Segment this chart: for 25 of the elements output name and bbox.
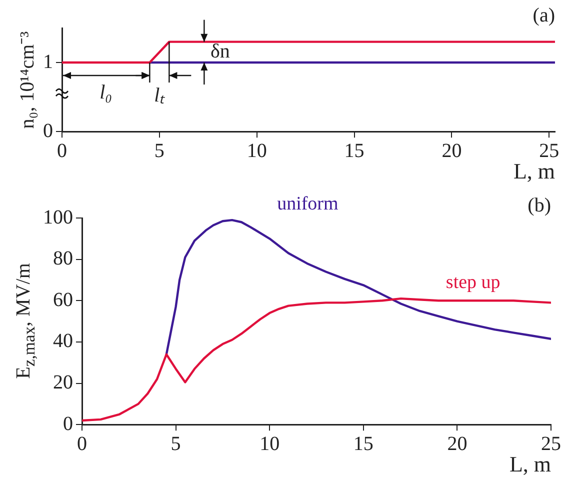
annotation: lₜ bbox=[154, 84, 165, 108]
annotation: l₀ bbox=[100, 81, 112, 104]
y-tick-label: 60 bbox=[53, 288, 73, 311]
x-tick-label: 0 bbox=[77, 432, 87, 455]
x-tick-label: 5 bbox=[154, 140, 164, 162]
y-axis-title: n₀, 10¹⁴cm⁻³ bbox=[16, 31, 40, 128]
annotation: δn bbox=[210, 40, 230, 64]
text: (b) bbox=[528, 194, 551, 216]
x-tick-label: 15 bbox=[353, 432, 374, 455]
y-tick-label: 80 bbox=[53, 248, 73, 270]
x-tick-label: 20 bbox=[442, 140, 462, 162]
y-tick-label: 1 bbox=[43, 50, 53, 73]
y-tick-label: 40 bbox=[53, 330, 73, 352]
x-tick-label: 10 bbox=[260, 432, 280, 455]
y-tick-label: 100 bbox=[43, 206, 73, 228]
x-tick-label: 5 bbox=[170, 432, 181, 455]
y-tick-label: 0 bbox=[43, 120, 53, 142]
x-tick-label: 15 bbox=[344, 140, 364, 162]
series-label: uniform bbox=[277, 194, 339, 215]
x-tick-label: 10 bbox=[246, 140, 267, 162]
x-tick-label: 20 bbox=[447, 432, 468, 455]
y-tick-label: 20 bbox=[53, 372, 73, 394]
text: (a) bbox=[532, 4, 555, 26]
series-label: step up bbox=[446, 272, 500, 294]
y-tick-label: 0 bbox=[63, 412, 73, 435]
